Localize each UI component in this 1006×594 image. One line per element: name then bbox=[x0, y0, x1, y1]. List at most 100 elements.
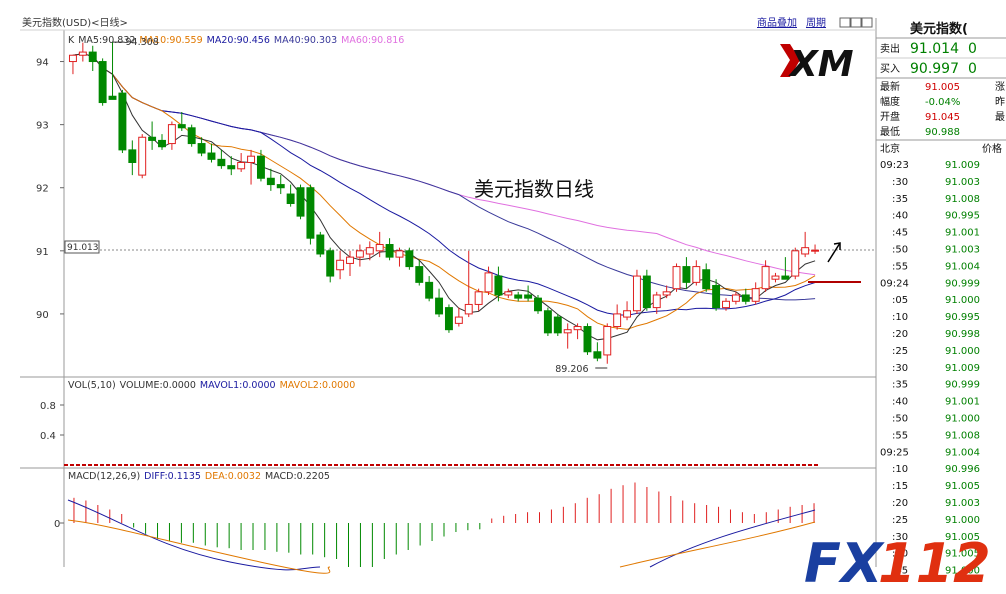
moving-averages bbox=[72, 53, 816, 341]
candle-body bbox=[593, 351, 602, 359]
tick-price: 91.008 bbox=[945, 194, 980, 205]
candle-body bbox=[722, 300, 730, 309]
candle-body bbox=[464, 303, 473, 315]
xm-logo-chevron bbox=[780, 44, 800, 77]
current-price-label: 91.013 bbox=[67, 243, 99, 253]
candle-body bbox=[534, 297, 542, 312]
candle-body bbox=[326, 250, 335, 277]
period-link[interactable]: 周期 bbox=[806, 17, 826, 29]
candle-body bbox=[266, 177, 275, 186]
candle-body bbox=[197, 143, 206, 154]
candle-body bbox=[583, 326, 592, 353]
candle-body bbox=[187, 127, 196, 145]
y-tick-label: 90 bbox=[36, 310, 49, 321]
legend-entry: MA60:90.816 bbox=[341, 35, 404, 46]
candle-body bbox=[751, 288, 760, 302]
legend-entry: MA40:90.303 bbox=[274, 35, 337, 46]
tick-price: 90.995 bbox=[945, 211, 980, 222]
legend-entry: MAVOL1:0.0000 bbox=[200, 380, 276, 391]
macd-dea-line-right bbox=[619, 521, 816, 568]
quote-title: 美元指数( bbox=[910, 21, 968, 37]
candle-body bbox=[623, 310, 632, 318]
candles bbox=[68, 41, 820, 364]
stat-label: 开盘 bbox=[880, 110, 900, 123]
candle-body bbox=[791, 250, 800, 277]
quote-panel: 美元指数( 卖出 91.014 0 买入 90.997 0 最新 91.005 涨幅… bbox=[876, 21, 1006, 577]
stat-extra: 昨 bbox=[995, 96, 1005, 108]
candle-body bbox=[702, 269, 711, 290]
tick-price: 91.003 bbox=[945, 245, 980, 256]
candle-body bbox=[652, 294, 661, 309]
stat-extra: 最 bbox=[995, 111, 1005, 123]
candle-body bbox=[435, 297, 444, 315]
legend-entry: VOLUME:0.0000 bbox=[120, 380, 196, 391]
macd-diff-line-right bbox=[649, 509, 816, 568]
legend-entry: DEA:0.0032 bbox=[205, 471, 261, 482]
tick-time: :10 bbox=[892, 464, 908, 475]
y-tick-label: 93 bbox=[36, 121, 49, 132]
tick-price: 91.005 bbox=[945, 481, 980, 492]
ma10-line bbox=[72, 53, 816, 330]
candle-body bbox=[632, 275, 641, 312]
tick-time: :45 bbox=[892, 566, 908, 577]
tick-time: :20 bbox=[892, 498, 908, 509]
candle-body bbox=[553, 316, 562, 334]
tick-time: :25 bbox=[892, 515, 908, 526]
candle-body bbox=[781, 275, 790, 280]
candle-body bbox=[761, 266, 770, 290]
fx-logo-number: 112 bbox=[878, 532, 991, 590]
annotation-arrow bbox=[827, 242, 841, 263]
candle-body bbox=[177, 124, 186, 129]
layout-icon-1[interactable] bbox=[839, 17, 851, 28]
tick-price: 90.998 bbox=[945, 329, 980, 340]
tick-price: 90.999 bbox=[945, 380, 980, 391]
candle-body bbox=[811, 249, 820, 252]
stat-label: 最新 bbox=[880, 80, 900, 93]
xm-logo-text: XM bbox=[788, 44, 854, 85]
candle-body bbox=[227, 165, 236, 170]
volume-y-axis: 0.8 0.4 bbox=[40, 401, 64, 442]
stat-label: 幅度 bbox=[880, 95, 900, 108]
stat-value: -0.04% bbox=[925, 97, 960, 108]
tick-time: :40 bbox=[892, 397, 908, 408]
tick-time: :35 bbox=[892, 380, 908, 391]
tick-price: 90.996 bbox=[945, 464, 980, 475]
candle-body bbox=[237, 161, 246, 170]
tick-time: :40 bbox=[892, 549, 908, 560]
layout-icon-3[interactable] bbox=[861, 17, 873, 28]
ticks-time-header: 北京 bbox=[880, 142, 900, 155]
legend-entry: VOL(5,10) bbox=[68, 380, 116, 391]
candle-body bbox=[771, 275, 780, 280]
ma-legend: K MA5:90.832 MA10:90.559 MA20:90.456 MA40:90… bbox=[68, 35, 404, 46]
tick-time: :45 bbox=[892, 228, 908, 239]
tick-price: 91.008 bbox=[945, 430, 980, 441]
tick-price: 91.000 bbox=[945, 346, 980, 357]
candle-body bbox=[415, 266, 424, 283]
legend-entry: K bbox=[68, 35, 75, 46]
candle-body bbox=[138, 136, 147, 176]
layout-icon-2[interactable] bbox=[850, 17, 862, 28]
volume-legend: VOL(5,10) VOLUME:0.0000 MAVOL1:0.0000 MAVOL… bbox=[68, 380, 355, 391]
layout-icons[interactable] bbox=[839, 17, 873, 28]
candle-body bbox=[494, 275, 503, 296]
candle-body bbox=[256, 155, 265, 179]
candle-body bbox=[118, 92, 127, 151]
candle-body bbox=[207, 152, 216, 160]
candle-body bbox=[128, 149, 137, 163]
candle-body bbox=[286, 193, 295, 204]
candle-body bbox=[306, 187, 315, 239]
macd-diff-line bbox=[67, 499, 321, 571]
overlay-link[interactable]: 商品叠加 bbox=[757, 16, 797, 29]
candle-body bbox=[217, 158, 226, 167]
candle-body bbox=[682, 266, 691, 283]
candle-body bbox=[336, 259, 345, 271]
candle-body bbox=[346, 256, 354, 264]
candle-body bbox=[672, 266, 681, 290]
candle-body bbox=[108, 95, 117, 100]
candle-body bbox=[247, 155, 256, 163]
legend-entry: MACD(12,26,9) bbox=[68, 471, 140, 482]
high-label: 94.308 bbox=[126, 37, 159, 48]
candle-body bbox=[603, 326, 612, 356]
